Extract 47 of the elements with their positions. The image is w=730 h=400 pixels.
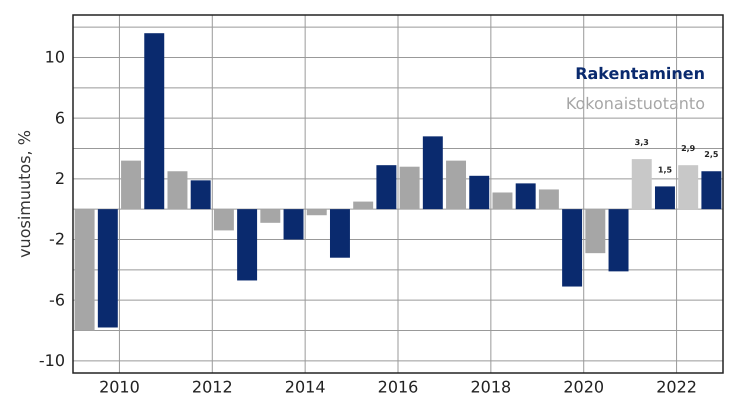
bar: [469, 176, 490, 210]
data-label: 3,3: [634, 138, 649, 148]
bar: [492, 192, 512, 210]
bar: [400, 166, 420, 210]
bar: [632, 159, 652, 210]
bar: [260, 209, 280, 223]
y-tick-label: 2: [54, 168, 65, 188]
bar: [701, 171, 722, 210]
bar: [654, 186, 675, 210]
bar: [678, 165, 698, 210]
x-tick-label: 2014: [284, 377, 326, 396]
x-tick-label: 2020: [563, 377, 604, 396]
x-tick-label: 2022: [656, 377, 697, 396]
bar: [190, 180, 211, 210]
y-axis-title: vuosimuutos, %: [15, 130, 34, 258]
bar: [608, 209, 629, 272]
bar: [167, 171, 188, 210]
bar: [376, 165, 396, 210]
bar: [422, 136, 443, 210]
text: Rakentaminen: [575, 64, 705, 83]
bar: [121, 160, 142, 210]
data-label: 2,9: [681, 144, 696, 154]
bar: [98, 209, 118, 328]
bar: [330, 209, 350, 258]
bar: [446, 160, 466, 210]
x-tick-label: 2010: [99, 377, 140, 396]
bar: [585, 209, 606, 254]
y-tick-label: 10: [44, 48, 65, 67]
bar: [284, 209, 304, 240]
x-tick-label: 2012: [192, 377, 233, 396]
bar: [306, 209, 327, 216]
y-tick-label: -10: [38, 350, 65, 370]
bar: [516, 183, 536, 210]
x-tick-label: 2018: [470, 377, 512, 396]
bar: [237, 209, 258, 280]
bar: [144, 33, 164, 210]
bar: [562, 209, 582, 287]
bar: [353, 202, 374, 210]
bar: [74, 209, 95, 331]
data-label: 2,5: [704, 150, 719, 160]
y-tick-label: -6: [49, 290, 65, 310]
y-tick-label: -2: [49, 230, 65, 249]
bar: [538, 189, 559, 210]
x-tick-label: 2016: [378, 377, 418, 396]
bar: [214, 209, 234, 230]
y-tick-label: 6: [54, 108, 65, 128]
data-label: 1,5: [658, 165, 672, 174]
